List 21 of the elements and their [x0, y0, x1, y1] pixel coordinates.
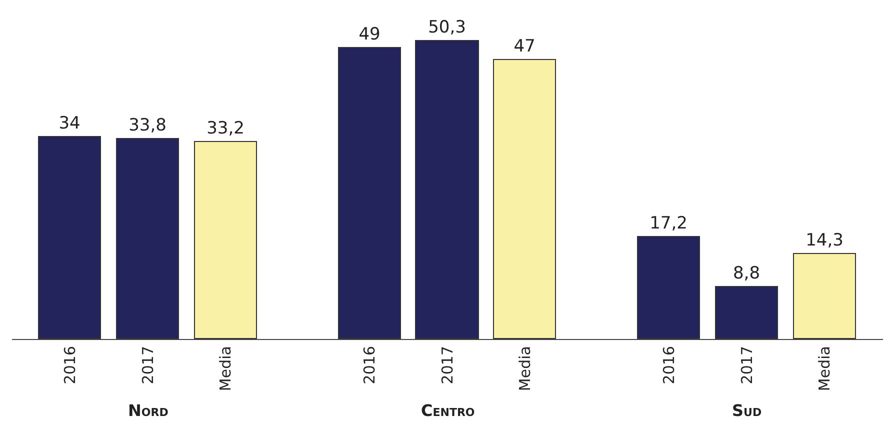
x-tick-label: 2017	[438, 346, 456, 384]
x-tick-label: Media	[816, 346, 834, 392]
data-label: 8,8	[732, 264, 760, 284]
x-tick-label: 2016	[360, 346, 379, 384]
data-label: 34	[58, 114, 80, 134]
data-label: 47	[514, 36, 536, 56]
data-label: 50,3	[428, 18, 466, 38]
data-label: 14,3	[806, 230, 844, 250]
x-tick-label: 2017	[138, 346, 157, 384]
text: Sud	[732, 401, 762, 420]
data-label: 33,2	[206, 118, 244, 138]
x-tick-label: Media	[516, 346, 534, 392]
x-tick-label: 2016	[660, 346, 678, 384]
data-label: 17,2	[650, 214, 688, 234]
x-tick-label: 2016	[61, 346, 80, 384]
text: Nord	[128, 401, 168, 420]
data-label: 49	[358, 24, 380, 44]
data-label: 33,8	[128, 116, 166, 136]
text: Centro	[421, 401, 475, 420]
x-tick-label: 2017	[738, 346, 756, 384]
x-tick-label: Media	[216, 346, 235, 392]
